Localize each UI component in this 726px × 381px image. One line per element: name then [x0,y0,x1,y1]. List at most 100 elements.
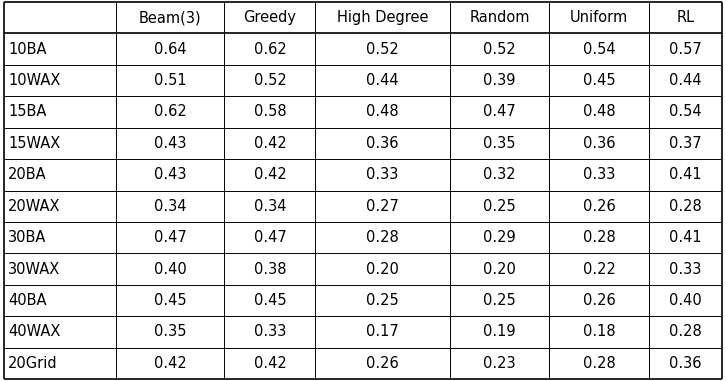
Text: 0.45: 0.45 [154,293,187,308]
Text: 0.47: 0.47 [483,104,515,119]
Text: 0.37: 0.37 [669,136,702,151]
Text: 0.36: 0.36 [366,136,399,151]
Bar [649,34,722,65]
Bar [649,348,722,379]
Bar [4,128,116,159]
Bar [116,253,224,285]
Bar [4,190,116,222]
Bar [116,316,224,348]
Text: 40WAX: 40WAX [8,325,60,339]
Text: 0.47: 0.47 [154,230,187,245]
Bar [116,190,224,222]
Text: 0.29: 0.29 [483,230,515,245]
Bar [549,222,649,253]
Text: 0.35: 0.35 [483,136,515,151]
Bar [649,190,722,222]
Bar [4,348,116,379]
Bar [224,65,315,96]
Text: 0.45: 0.45 [583,73,615,88]
Text: 15BA: 15BA [8,104,46,119]
Bar [4,159,116,190]
Bar [649,159,722,190]
Bar [224,285,315,316]
Bar [315,222,449,253]
Text: 0.20: 0.20 [483,262,516,277]
Text: 0.40: 0.40 [669,293,702,308]
Bar [449,34,549,65]
Bar [549,190,649,222]
Bar [4,285,116,316]
Bar [116,96,224,128]
Text: 15WAX: 15WAX [8,136,60,151]
Text: 20BA: 20BA [8,167,46,182]
Text: 0.34: 0.34 [154,199,187,214]
Text: Uniform: Uniform [570,10,628,25]
Bar [649,222,722,253]
Text: 0.26: 0.26 [582,293,616,308]
Bar [224,96,315,128]
Bar [549,159,649,190]
Text: 0.28: 0.28 [669,325,702,339]
Bar [4,222,116,253]
Text: 0.26: 0.26 [366,356,399,371]
Bar [224,348,315,379]
Bar [549,253,649,285]
Bar [224,190,315,222]
Text: 0.52: 0.52 [253,73,286,88]
Bar [549,285,649,316]
Text: 0.57: 0.57 [669,42,702,56]
Text: 0.41: 0.41 [669,230,702,245]
Bar [549,96,649,128]
Text: 0.47: 0.47 [253,230,286,245]
Text: 0.20: 0.20 [366,262,399,277]
Text: 0.28: 0.28 [582,356,616,371]
Bar [4,34,116,65]
Bar [315,348,449,379]
Text: 0.44: 0.44 [669,73,702,88]
Text: 0.35: 0.35 [154,325,187,339]
Bar [649,285,722,316]
Bar [449,316,549,348]
Bar [315,34,449,65]
Text: 10WAX: 10WAX [8,73,60,88]
Text: High Degree: High Degree [337,10,428,25]
Text: 0.22: 0.22 [582,262,616,277]
Bar [116,2,224,34]
Bar [449,348,549,379]
Bar [315,65,449,96]
Bar [315,253,449,285]
Text: 0.52: 0.52 [366,42,399,56]
Bar [315,128,449,159]
Text: 0.27: 0.27 [366,199,399,214]
Text: 0.42: 0.42 [253,136,286,151]
Bar [315,316,449,348]
Text: 0.54: 0.54 [669,104,702,119]
Text: 20WAX: 20WAX [8,199,60,214]
Text: 0.41: 0.41 [669,167,702,182]
Text: 20Grid: 20Grid [8,356,57,371]
Text: 0.43: 0.43 [154,136,187,151]
Bar [224,34,315,65]
Text: 40BA: 40BA [8,293,46,308]
Text: 0.33: 0.33 [583,167,615,182]
Bar [449,285,549,316]
Text: 0.28: 0.28 [669,199,702,214]
Text: 0.33: 0.33 [253,325,286,339]
Text: RL: RL [677,10,695,25]
Bar [649,316,722,348]
Bar [224,222,315,253]
Text: 0.25: 0.25 [483,199,515,214]
Text: 0.33: 0.33 [367,167,399,182]
Bar [449,253,549,285]
Text: 0.48: 0.48 [583,104,615,119]
Text: 0.34: 0.34 [253,199,286,214]
Text: 0.38: 0.38 [253,262,286,277]
Text: 0.44: 0.44 [366,73,399,88]
Text: 0.52: 0.52 [483,42,515,56]
Bar [116,222,224,253]
Text: 0.42: 0.42 [253,167,286,182]
Bar [549,128,649,159]
Bar [116,159,224,190]
Bar [116,128,224,159]
Text: 0.17: 0.17 [366,325,399,339]
